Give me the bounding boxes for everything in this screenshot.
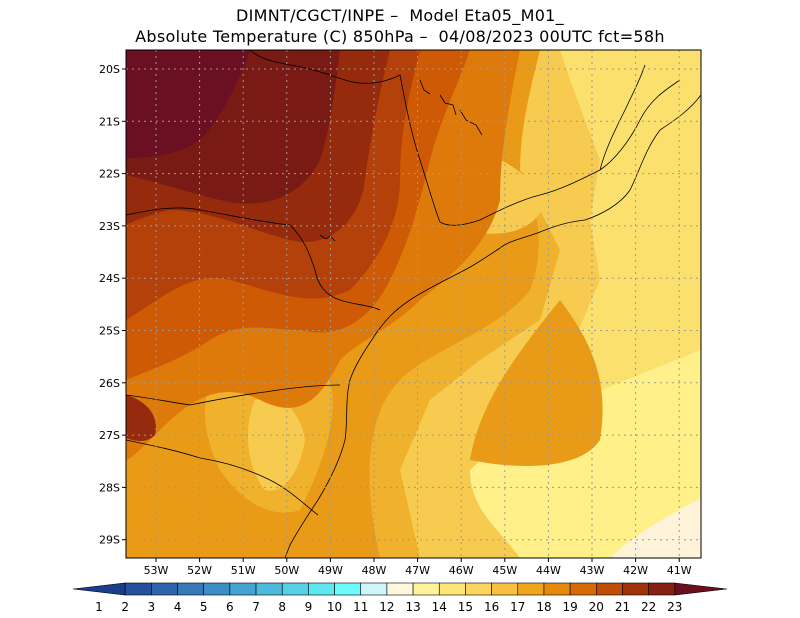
colorbar-swatch bbox=[465, 582, 492, 596]
lat-label: 22S bbox=[99, 168, 120, 181]
colorbar-label: 19 bbox=[562, 600, 577, 614]
colorbar-swatch bbox=[491, 582, 519, 596]
lat-label: 26S bbox=[99, 377, 120, 390]
colorbar-label: 23 bbox=[667, 600, 682, 614]
colorbar-swatch bbox=[177, 582, 204, 596]
colorbar-swatch bbox=[622, 582, 649, 596]
colorbar-swatch bbox=[72, 582, 126, 596]
lon-label: 47W bbox=[405, 564, 430, 577]
colorbar-label: 16 bbox=[484, 600, 499, 614]
colorbar-label: 7 bbox=[252, 600, 260, 614]
colorbar-swatch bbox=[360, 582, 388, 596]
colorbar-label: 8 bbox=[278, 600, 286, 614]
lon-label: 41W bbox=[667, 564, 692, 577]
lon-label: 43W bbox=[580, 564, 605, 577]
colorbar-swatch bbox=[229, 582, 257, 596]
lon-label: 46W bbox=[449, 564, 474, 577]
lat-label: 27S bbox=[99, 429, 120, 442]
lat-label: 20S bbox=[99, 63, 120, 76]
lat-label: 25S bbox=[99, 325, 120, 338]
lat-label: 28S bbox=[99, 481, 120, 494]
colorbar-swatch bbox=[386, 582, 414, 596]
latitude-labels: 20S 21S 22S 23S 24S 25S 26S 27S 28S 29S bbox=[99, 63, 126, 547]
state-border-mg-sp bbox=[249, 50, 681, 226]
lon-label: 44W bbox=[536, 564, 561, 577]
colorbar-swatch bbox=[648, 582, 676, 596]
colorbar-swatch bbox=[543, 582, 571, 596]
colorbar-swatch bbox=[203, 582, 231, 596]
colorbar-label: 5 bbox=[200, 600, 208, 614]
state-border-sp-pr bbox=[126, 207, 381, 311]
lat-label: 29S bbox=[99, 534, 120, 547]
band-12 bbox=[610, 498, 701, 558]
lon-label: 53W bbox=[144, 564, 169, 577]
colorbar-label: 13 bbox=[405, 600, 420, 614]
temperature-field bbox=[126, 50, 701, 558]
colorbar-label: 11 bbox=[353, 600, 368, 614]
map-title-line1: DIMNT/CGCT/INPE – Model Eta05_M01_ bbox=[236, 6, 564, 25]
lat-label: 21S bbox=[99, 115, 120, 128]
lon-label: 45W bbox=[492, 564, 517, 577]
colorbar-label: 12 bbox=[379, 600, 394, 614]
colorbar-swatch bbox=[281, 582, 309, 596]
colorbar-label: 10 bbox=[327, 600, 342, 614]
reservoir-lakes bbox=[319, 79, 483, 242]
lon-label: 49W bbox=[318, 564, 343, 577]
lon-label: 42W bbox=[623, 564, 648, 577]
colorbar-label: 4 bbox=[174, 600, 182, 614]
colorbar-swatch bbox=[596, 582, 623, 596]
lon-label: 50W bbox=[274, 564, 299, 577]
lon-label: 48W bbox=[362, 564, 387, 577]
colorbar-label: 22 bbox=[641, 600, 656, 614]
band-15-interior bbox=[247, 397, 305, 491]
colorbar-swatch bbox=[438, 582, 466, 596]
colorbar-swatch bbox=[308, 582, 335, 596]
colorbar-label: 3 bbox=[148, 600, 156, 614]
colorbar-swatch bbox=[334, 582, 362, 596]
colorbar-swatch bbox=[569, 582, 597, 596]
lat-label: 23S bbox=[99, 220, 120, 233]
state-border-pr-sc bbox=[126, 384, 341, 406]
gridlines bbox=[126, 50, 701, 558]
colorbar-swatch bbox=[124, 582, 152, 596]
lon-label: 52W bbox=[187, 564, 212, 577]
coastline-and-borders bbox=[126, 50, 701, 558]
lon-label: 51W bbox=[231, 564, 256, 577]
lat-label: 24S bbox=[99, 272, 120, 285]
state-border-mg-es bbox=[599, 64, 646, 171]
map-frame bbox=[125, 49, 702, 559]
longitude-labels: 53W 52W 51W 50W 49W 48W 47W 46W 45W 44W 43W 42W 41W bbox=[144, 558, 692, 577]
coastline bbox=[284, 94, 701, 558]
map-title-line2: Absolute Temperature (C) 850hPa – 04/08/… bbox=[135, 27, 665, 46]
colorbar-label: 2 bbox=[121, 600, 129, 614]
colorbar-label: 18 bbox=[536, 600, 551, 614]
band-17b bbox=[470, 300, 603, 466]
colorbar-swatch bbox=[255, 582, 283, 596]
state-border-sc-rs bbox=[126, 439, 319, 516]
colorbar-swatch bbox=[674, 582, 728, 596]
colorbar-swatch bbox=[517, 582, 545, 596]
colorbar-label: 14 bbox=[432, 600, 447, 614]
colorbar-label: 6 bbox=[226, 600, 234, 614]
colorbar-label: 17 bbox=[510, 600, 525, 614]
band-13 bbox=[470, 350, 701, 558]
colorbar-label: 21 bbox=[615, 600, 630, 614]
band-23 bbox=[126, 50, 250, 158]
band-21-sw bbox=[126, 395, 156, 442]
colorbar-label: 15 bbox=[458, 600, 473, 614]
colorbar-swatch bbox=[412, 582, 440, 596]
colorbar-label: 1 bbox=[95, 600, 103, 614]
colorbar-label: 20 bbox=[589, 600, 604, 614]
colorbar-label: 9 bbox=[305, 600, 313, 614]
colorbar bbox=[72, 582, 728, 596]
colorbar-labels: 1 2 3 4 5 6 7 8 9 10 11 12 13 14 15 16 17 18 19 20 21 22 23 bbox=[95, 600, 682, 614]
colorbar-swatch bbox=[151, 582, 178, 596]
